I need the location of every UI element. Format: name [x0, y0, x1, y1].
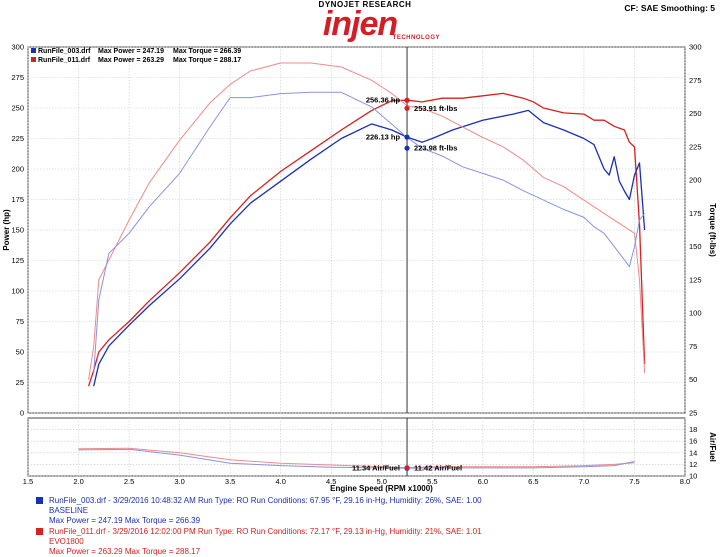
y2-tick-label: 75	[689, 342, 697, 351]
y2-tick-label: 100	[689, 309, 702, 318]
y-tick-label: 175	[11, 195, 24, 204]
y2-tick-label: 175	[689, 209, 702, 218]
legend-max-power: Max Power = 263.29	[98, 57, 164, 64]
chart-settings-text: CF: SAE Smoothing: 5	[624, 3, 715, 13]
run-max-values: Max Power = 247.19 Max Torque = 266.39	[49, 516, 201, 525]
y2-axis-title: Torque (ft-lbs)	[708, 203, 717, 257]
run-color-swatch	[36, 497, 43, 504]
x-tick-label: 5.5	[427, 477, 437, 486]
run-color-swatch	[36, 528, 43, 535]
y-tick-label: 125	[11, 256, 24, 265]
power-series-line	[87, 92, 646, 387]
injen-logo: injen	[322, 5, 398, 43]
airfuel-tick-label: 12	[689, 460, 697, 469]
y2-tick-label: 125	[689, 275, 702, 284]
cursor-value-label-marker	[404, 97, 410, 103]
cursor-value-label: 223.98 ft-lbs	[414, 144, 457, 153]
legend-swatch	[31, 57, 36, 62]
y-axis-title: Power (hp)	[2, 209, 11, 251]
airfuel-value-label: 11.34 Air/Fuel	[352, 464, 400, 473]
x-tick-label: 2.0	[73, 477, 83, 486]
x-tick-label: 1.5	[23, 477, 33, 486]
legend-max-torque: Max Torque = 288.17	[173, 57, 241, 64]
cursor-value-label-marker	[404, 134, 410, 140]
x-tick-label: 3.5	[225, 477, 235, 486]
legend-max-torque: Max Torque = 266.39	[173, 48, 241, 55]
run-details-line: RunFile_003.drf - 3/29/2016 10:48:32 AM …	[49, 496, 482, 505]
y-tick-label: 250	[11, 104, 24, 113]
y-tick-label: 275	[11, 73, 24, 82]
x-tick-label: 2.5	[124, 477, 134, 486]
airfuel-tick-label: 14	[689, 448, 697, 457]
airfuel-tick-label: 10	[689, 472, 697, 481]
legend-file-label: RunFile_011.drf	[38, 57, 91, 64]
y2-tick-label: 150	[689, 242, 702, 251]
cursor-value-label: 253.91 ft-lbs	[414, 104, 457, 113]
cursor-value-label: 256.36 hp	[366, 96, 401, 105]
cursor-value-label: 226.13 hp	[366, 133, 401, 142]
run-name: BASELINE	[49, 506, 89, 515]
airfuel-tick-label: 18	[689, 425, 697, 434]
x-tick-label: 7.5	[629, 477, 639, 486]
x-tick-label: 6.5	[528, 477, 538, 486]
airfuel-series-line	[78, 447, 635, 469]
power-series-line	[93, 109, 646, 387]
legend-file-label: RunFile_003.drf	[38, 48, 91, 55]
x-tick-label: 4.0	[275, 477, 285, 486]
x-axis-title: Engine Speed (RPM x1000)	[330, 484, 433, 493]
cursor-value-label-marker	[404, 105, 410, 111]
x-tick-label: 5.0	[377, 477, 387, 486]
run-max-values: Max Power = 263.29 Max Torque = 288.17	[49, 547, 201, 556]
y-tick-label: 75	[16, 317, 24, 326]
x-tick-label: 7.0	[579, 477, 589, 486]
y-tick-label: 100	[11, 287, 24, 296]
x-tick-label: 8.0	[680, 477, 690, 486]
y2-tick-label: 275	[689, 76, 702, 85]
y2-tick-label: 225	[689, 142, 702, 151]
y-tick-label: 25	[16, 378, 24, 387]
injen-logo-subtitle: TECHNOLOGY	[392, 35, 440, 41]
brand-dynojet-text: DYNOJET RESEARCH	[318, 0, 412, 9]
run-details-line: RunFile_011.drf - 3/29/2016 12:02:00 PM …	[49, 527, 482, 536]
legend-swatch	[31, 48, 36, 53]
y2-tick-label: 200	[689, 176, 702, 185]
airfuel-series-line	[78, 448, 635, 469]
y-tick-label: 300	[11, 43, 24, 52]
y2-tick-label: 300	[689, 43, 702, 52]
y2-tick-label: 50	[689, 375, 697, 384]
torque-series-line	[88, 62, 646, 380]
airfuel-value-label: 11.42 Air/Fuel	[414, 463, 462, 472]
legend-max-power: Max Power = 247.19	[98, 48, 164, 55]
y-tick-label: 225	[11, 134, 24, 143]
x-tick-label: 3.0	[174, 477, 184, 486]
y2-tick-label: 25	[689, 409, 697, 418]
torque-series-line	[93, 91, 645, 374]
x-tick-label: 4.5	[326, 477, 336, 486]
y2-tick-label: 250	[689, 109, 702, 118]
y-tick-label: 200	[11, 165, 24, 174]
y-tick-label: 150	[11, 226, 24, 235]
y-tick-label: 50	[16, 348, 24, 357]
run-name: EVO1800	[49, 537, 84, 546]
x-tick-label: 6.0	[478, 477, 488, 486]
airfuel-tick-label: 16	[689, 437, 697, 446]
y-tick-label: 0	[20, 409, 24, 418]
cursor-value-label-marker	[404, 145, 410, 151]
airfuel-value-label-marker	[404, 465, 410, 471]
airfuel-axis-title: Air/Fuel	[708, 432, 717, 462]
